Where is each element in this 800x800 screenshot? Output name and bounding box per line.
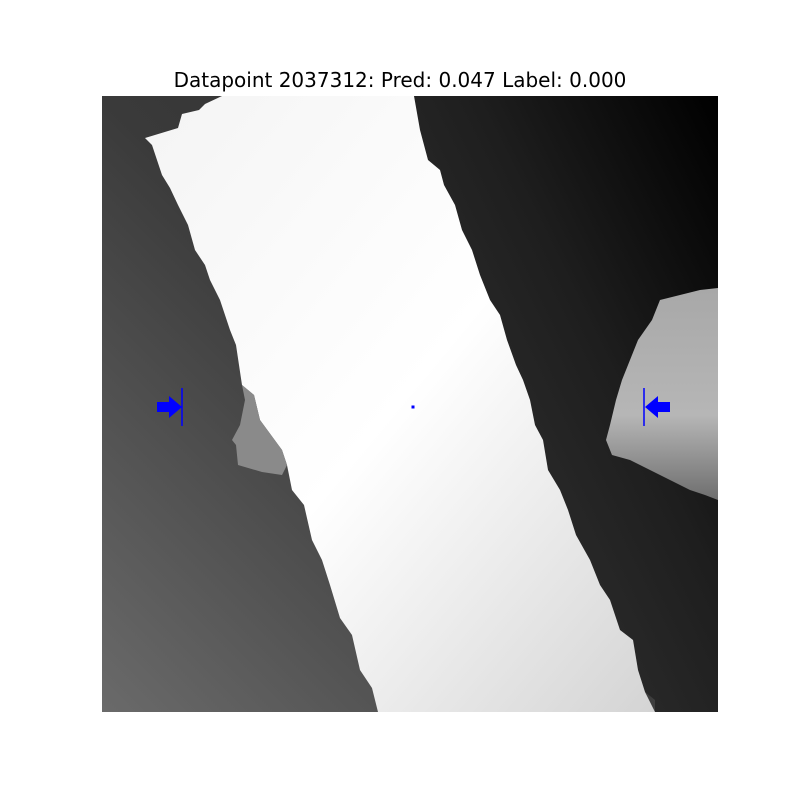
center-point — [411, 405, 415, 409]
dark-region — [414, 96, 718, 712]
bright-strip — [145, 96, 655, 712]
left-grasp-arrow — [157, 388, 183, 426]
depth-image — [102, 96, 718, 712]
right-grasp-arrow — [643, 388, 670, 426]
left-patch — [232, 385, 287, 475]
chart-title: Datapoint 2037312: Pred: 0.047 Label: 0.… — [173, 68, 627, 92]
right-blob — [606, 288, 718, 500]
